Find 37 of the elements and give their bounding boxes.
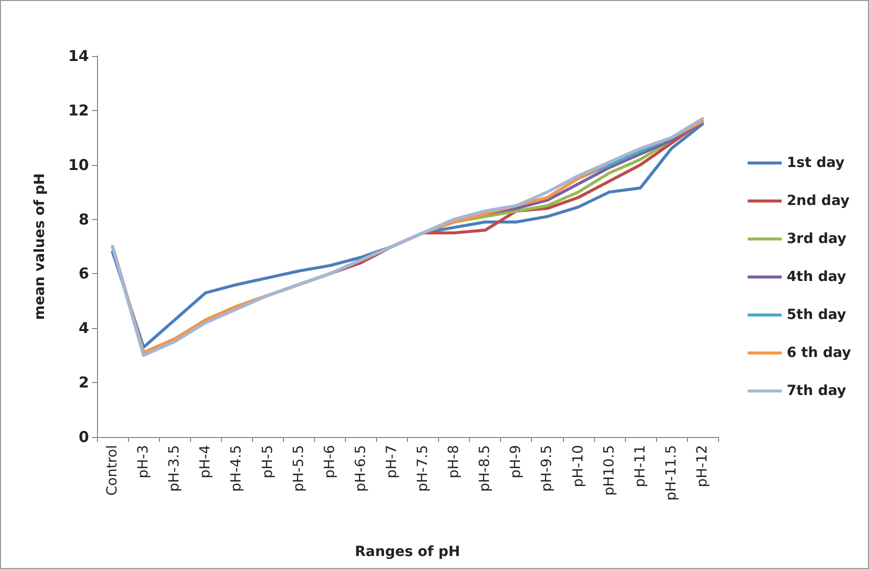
x-tick-label: pH-9.5 <box>539 445 556 492</box>
x-tick-label: pH-11 <box>632 445 648 488</box>
x-tick-label: pH-7 <box>384 445 400 478</box>
x-tick-label: pH-11.5 <box>663 445 680 501</box>
x-tick-label: pH-8 <box>446 445 462 478</box>
x-tick-label: pH-6 <box>322 444 338 478</box>
x-tick-label: pH-9 <box>508 445 524 478</box>
x-tick-label: pH10.5 <box>601 445 618 496</box>
y-tick-label: 14 <box>68 47 89 65</box>
x-tick-label: pH-12 <box>694 445 710 488</box>
x-tick-label: Control <box>104 445 121 496</box>
x-tick-label: pH-4 <box>198 444 214 478</box>
y-axis-title: mean values of pH <box>32 173 48 320</box>
legend-label: 6 th day <box>786 345 851 361</box>
y-tick-label: 4 <box>78 319 89 338</box>
x-tick-label: pH-10 <box>570 445 586 488</box>
x-tick-label: pH-3 <box>136 445 152 478</box>
x-tick-label: pH-7.5 <box>415 445 432 492</box>
legend-label: 5th day <box>786 307 846 323</box>
y-tick-label: 12 <box>68 101 89 120</box>
x-axis-title: Ranges of pH <box>354 544 460 560</box>
y-tick-label: 2 <box>78 374 89 392</box>
x-tick-label: pH-4.5 <box>228 445 245 492</box>
y-tick-label: 10 <box>68 156 89 174</box>
x-tick-label: pH-8.5 <box>477 445 494 492</box>
legend-label: 7th day <box>786 383 846 399</box>
legend-label: 4th day <box>786 269 846 285</box>
x-tick-label: pH-6.5 <box>352 445 369 492</box>
x-tick-label: pH-5.5 <box>290 445 307 492</box>
x-tick-label: pH-5 <box>260 445 276 478</box>
y-tick-label: 8 <box>78 210 89 228</box>
legend-label: 2nd day <box>786 193 850 209</box>
x-tick-label: pH-3.5 <box>166 445 183 492</box>
y-tick-label: 6 <box>78 264 89 283</box>
y-tick-label: 0 <box>78 428 89 446</box>
legend-label: 3rd day <box>786 231 846 247</box>
legend-label: 1st day <box>786 155 844 171</box>
